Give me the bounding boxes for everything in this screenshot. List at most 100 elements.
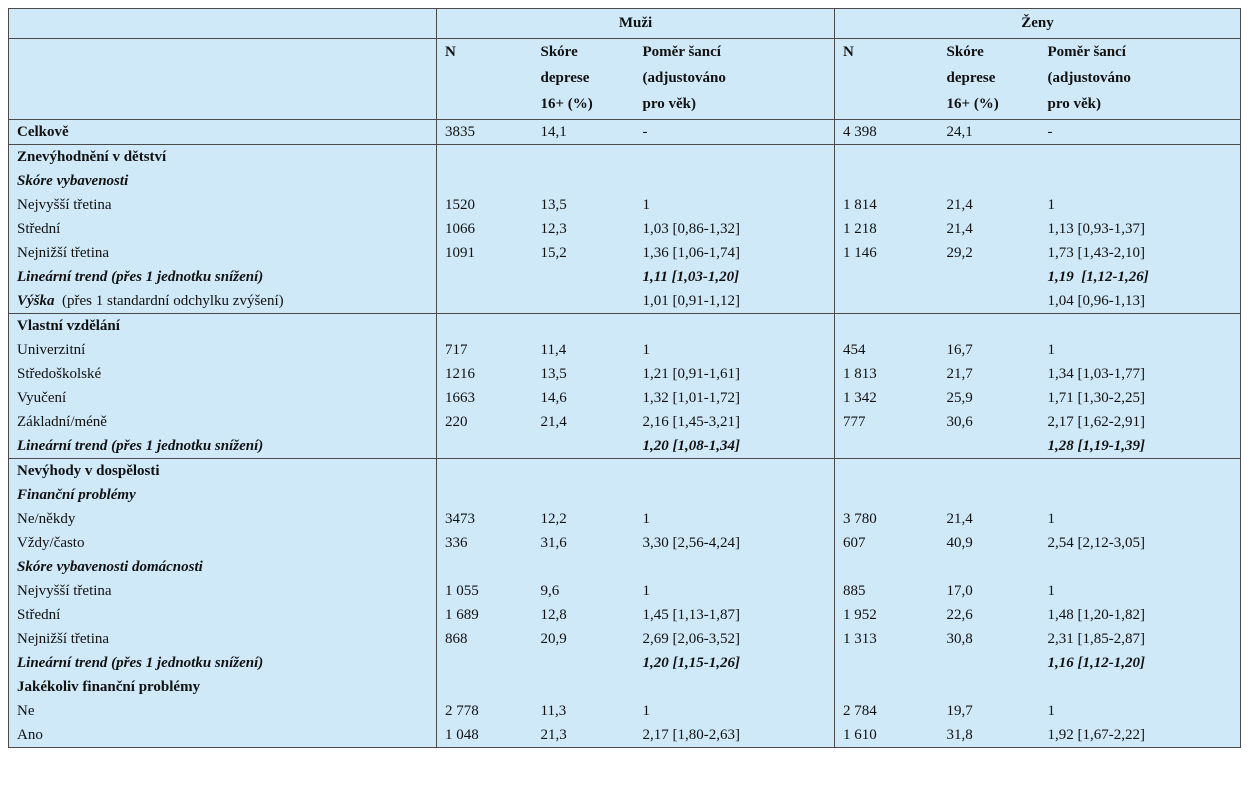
cell-m-or: 1,11 [1,03-1,20] [634, 265, 836, 289]
cell-m-s: 12,2 [533, 507, 635, 531]
cell-w-s [939, 169, 1040, 193]
header-men-or: Poměr šancí (adjustováno pro věk) [634, 38, 836, 120]
cell-value: 1 [1047, 342, 1056, 358]
cell-value: 1,34 [1,03-1,77] [1047, 366, 1146, 382]
cell-value: 1 048 [445, 727, 479, 743]
cell-w-s: 19,7 [939, 699, 1040, 723]
cell-w-or: 2,54 [2,12-3,05] [1040, 531, 1241, 555]
cell-w-n: 1 814 [835, 193, 939, 217]
cell-value: 1 [642, 342, 651, 358]
cell-value: 777 [843, 414, 866, 430]
header-score-line: Skóre [946, 44, 984, 60]
cell-value: 1 [642, 197, 651, 213]
cell-value: 1 [1047, 511, 1056, 527]
cell-m-or: 1,20 [1,15-1,26] [634, 651, 836, 675]
cell-value: 16,7 [946, 342, 973, 358]
header-men-n: N [436, 38, 533, 120]
cell-w-s [939, 483, 1040, 507]
cell-value: 2,69 [2,06-3,52] [642, 631, 741, 647]
row-label-text: Střední [17, 221, 61, 237]
cell-value: 336 [445, 535, 468, 551]
cell-value: 12,2 [540, 511, 567, 527]
header-empty-cell [8, 8, 437, 39]
cell-m-s [533, 169, 635, 193]
cell-m-s [533, 651, 635, 675]
cell-w-s [939, 434, 1040, 459]
cell-value: 1,01 [0,91-1,12] [642, 293, 741, 309]
row-label-text: Celkově [17, 124, 69, 140]
row-label-text: Středoškolské [17, 366, 102, 382]
cell-value: 1 [1047, 703, 1056, 719]
row-label: Lineární trend (přes 1 jednotku snížení) [8, 434, 437, 459]
cell-w-n [835, 434, 939, 459]
cell-value: 868 [445, 631, 468, 647]
cell-w-s: 29,2 [939, 241, 1040, 265]
cell-w-n [834, 458, 939, 483]
row-label: Nejvyšší třetina [8, 579, 437, 603]
cell-value: 607 [843, 535, 866, 551]
cell-value: 30,6 [946, 414, 973, 430]
cell-value: 1 055 [445, 583, 479, 599]
cell-w-s [938, 313, 1040, 338]
cell-value: 1,13 [0,93-1,37] [1047, 221, 1146, 237]
cell-w-or: 1,73 [1,43-2,10] [1040, 241, 1241, 265]
cell-value: 24,1 [946, 124, 973, 140]
cell-value: 11,3 [540, 703, 567, 719]
cell-value: 1,32 [1,01-1,72] [642, 390, 741, 406]
row-label-text: Ano [17, 727, 43, 743]
cell-value: 13,5 [540, 197, 567, 213]
cell-value: 15,2 [540, 245, 567, 261]
cell-w-or [1040, 555, 1241, 579]
row-label-text: Univerzitní [17, 342, 86, 358]
row-label-text: Lineární trend (přes 1 jednotku snížení) [17, 655, 264, 671]
cell-w-or: 1,92 [1,67-2,22] [1040, 723, 1241, 748]
cell-m-n [436, 458, 533, 483]
cell-m-s: 13,5 [533, 362, 635, 386]
cell-w-n: 607 [835, 531, 939, 555]
cell-w-s: 25,9 [939, 386, 1040, 410]
cell-m-or: 3,30 [2,56-4,24] [634, 531, 836, 555]
cell-w-s: 21,4 [939, 193, 1040, 217]
cell-m-or [634, 555, 836, 579]
cell-value: 1,03 [0,86-1,32] [642, 221, 741, 237]
row-label-text: Skóre vybavenosti [17, 173, 129, 189]
header-or-line: (adjustováno [1047, 70, 1131, 86]
header-women: Ženy [834, 8, 1241, 39]
row-label: Znevýhodnění v dětství [8, 144, 437, 169]
cell-value: 31,6 [540, 535, 567, 551]
cell-value: 1663 [445, 390, 475, 406]
cell-value: 17,0 [946, 583, 973, 599]
cell-w-n: 885 [835, 579, 939, 603]
depression-table: Muži Ženy N Skóre deprese 16+ (%) Poměr … [8, 8, 1242, 748]
cell-value: 31,8 [946, 727, 973, 743]
table-row: Lineární trend (přes 1 jednotku snížení)… [8, 265, 1241, 289]
cell-m-s: 14,6 [533, 386, 635, 410]
cell-m-or: 2,17 [1,80-2,63] [634, 723, 836, 748]
cell-w-n [835, 555, 939, 579]
row-label: Nejnižší třetina [8, 627, 437, 651]
row-label-text: Střední [17, 607, 61, 623]
row-label: Lineární trend (přes 1 jednotku snížení) [8, 651, 437, 675]
cell-value: 1,04 [0,96-1,13] [1047, 293, 1146, 309]
row-label-text: Základní/méně [17, 414, 107, 430]
cell-m-n [437, 675, 533, 699]
cell-m-or [634, 458, 836, 483]
cell-value: 1 342 [843, 390, 877, 406]
row-label: Středoškolské [8, 362, 437, 386]
table-row: Střední 1066 12,3 1,03 [0,86-1,32] 1 218 21,4… [8, 217, 1241, 241]
header-or-line: Poměr šancí [1047, 44, 1126, 60]
row-label: Nevýhody v dospělosti [8, 458, 437, 483]
row-label: Skóre vybavenosti [8, 169, 437, 193]
cell-w-n: 1 610 [835, 723, 939, 748]
cell-m-or: 1,45 [1,13-1,87] [634, 603, 836, 627]
cell-m-n: 1663 [437, 386, 533, 410]
header-women-n: N [834, 38, 939, 120]
cell-value: 1,48 [1,20-1,82] [1047, 607, 1146, 623]
cell-w-or [1039, 144, 1241, 169]
cell-m-or: 1,20 [1,08-1,34] [634, 434, 836, 459]
row-label-text: Finanční problémy [17, 487, 136, 503]
cell-value: 1 689 [445, 607, 479, 623]
row-label-text: Znevýhodnění v dětství [17, 149, 167, 165]
cell-w-n: 1 342 [835, 386, 939, 410]
cell-m-or: 1,01 [0,91-1,12] [634, 289, 836, 314]
